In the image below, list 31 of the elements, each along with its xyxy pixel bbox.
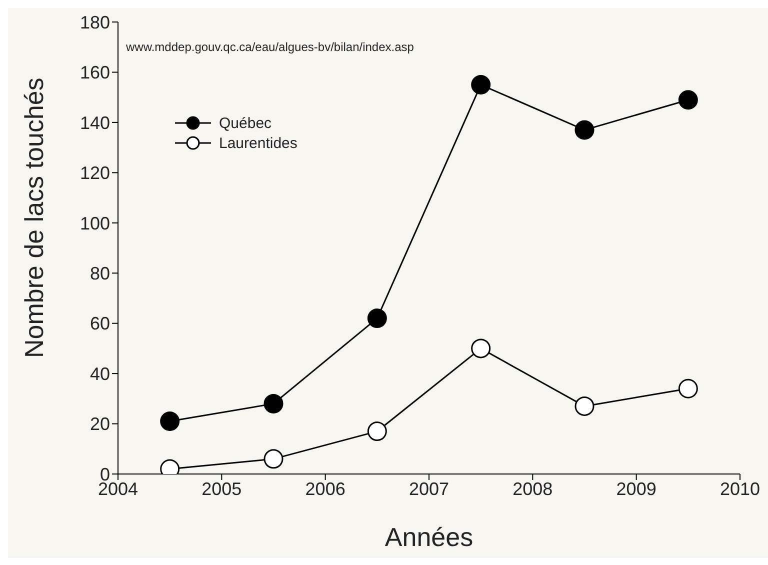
x-tick-label: 2010	[720, 478, 760, 499]
point	[678, 378, 698, 398]
x-tick-label: 2007	[408, 478, 450, 499]
x-tick-label: 2009	[616, 478, 656, 499]
y-tick-label: 180	[80, 12, 110, 32]
x-tick-label: 2005	[202, 478, 242, 499]
y-tick-label: 20	[90, 414, 110, 434]
point	[678, 90, 698, 110]
x-tick-label: 2008	[512, 478, 553, 499]
point	[471, 338, 491, 358]
y-axis-title: Nombre de lacs touchés	[19, 78, 50, 358]
x-tick-label: 2006	[305, 478, 346, 499]
legend-label: Laurentides	[219, 134, 298, 152]
x-axis-title: Années	[384, 522, 474, 552]
point	[160, 412, 180, 432]
point	[264, 394, 284, 414]
point	[367, 308, 387, 328]
y-tick-label: 80	[90, 264, 110, 284]
y-tick-label: 100	[80, 213, 110, 234]
point	[471, 75, 491, 95]
point	[574, 396, 594, 416]
annotation: www.mddep.gouv.qc.ca/eau/algues-bv/bilan/index.asp	[126, 40, 414, 54]
y-tick-label: 120	[80, 163, 110, 184]
y-tick-label: 140	[80, 112, 110, 133]
point	[264, 449, 284, 469]
point	[367, 422, 387, 442]
point	[574, 120, 594, 140]
y-tick-label: 60	[90, 314, 110, 334]
y-tick-label: 40	[90, 364, 110, 384]
legend-label: Québec	[219, 114, 272, 132]
y-tick-label: 160	[80, 62, 110, 83]
